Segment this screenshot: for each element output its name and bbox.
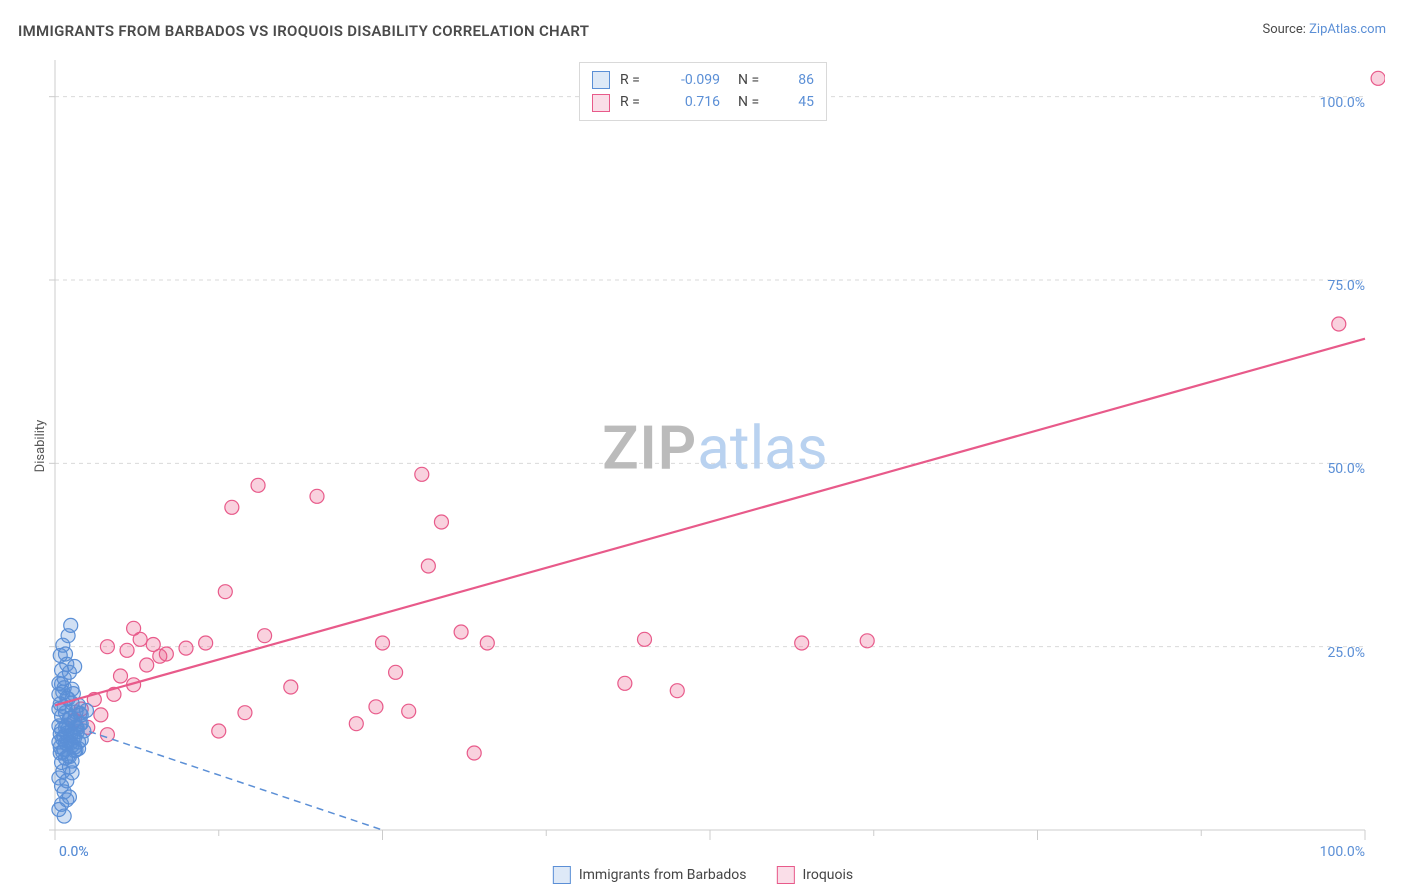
stat-r-label: R = <box>620 91 656 113</box>
stat-n-label: N = <box>738 91 774 113</box>
stat-n-value: 45 <box>784 91 814 113</box>
legend-item: Immigrants from Barbados <box>553 866 747 884</box>
tick-label: 25.0% <box>1327 645 1365 661</box>
legend-label: Immigrants from Barbados <box>579 867 747 883</box>
legend-item: Iroquois <box>776 866 853 884</box>
stats-legend: R = -0.099 N = 86 R = 0.716 N = 45 <box>579 62 827 121</box>
tick-label: 50.0% <box>1327 461 1365 477</box>
source-attribution: Source: ZipAtlas.com <box>1262 22 1386 37</box>
legend-label: Iroquois <box>802 867 853 883</box>
tick-label: 100.0% <box>1320 844 1365 860</box>
legend-swatch <box>776 866 794 884</box>
stat-r-value: 0.716 <box>666 91 720 113</box>
tick-label: 0.0% <box>59 844 89 860</box>
stats-legend-row: R = 0.716 N = 45 <box>592 91 814 113</box>
stats-legend-row: R = -0.099 N = 86 <box>592 69 814 91</box>
source-link[interactable]: ZipAtlas.com <box>1309 22 1386 37</box>
stat-r-value: -0.099 <box>666 69 720 91</box>
plot-area: ZIPatlas 25.0%50.0%75.0%100.0%0.0%100.0%… <box>45 60 1385 850</box>
bottom-legend: Immigrants from Barbados Iroquois <box>553 866 853 884</box>
scatter-chart <box>45 60 1385 850</box>
legend-swatch <box>553 866 571 884</box>
tick-label: 75.0% <box>1327 278 1365 294</box>
stat-r-label: R = <box>620 69 656 91</box>
legend-swatch <box>592 71 610 89</box>
stat-n-value: 86 <box>784 69 814 91</box>
source-prefix: Source: <box>1262 22 1309 37</box>
legend-swatch <box>592 94 610 112</box>
stat-n-label: N = <box>738 69 774 91</box>
chart-title: IMMIGRANTS FROM BARBADOS VS IROQUOIS DIS… <box>18 22 589 40</box>
tick-label: 100.0% <box>1320 95 1365 111</box>
